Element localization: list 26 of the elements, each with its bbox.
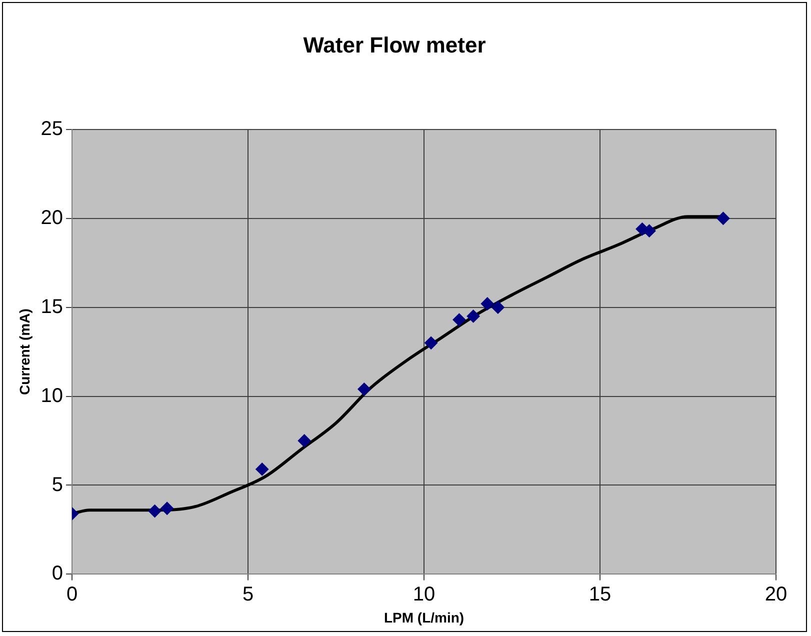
- point: [148, 504, 162, 518]
- x-axis-title: LPM (L/min): [384, 609, 464, 626]
- x-tick-label: 20: [764, 584, 788, 606]
- y-tick-label: 0: [52, 562, 64, 585]
- x-tick-label: 0: [66, 584, 78, 606]
- y-tick-label: 20: [40, 206, 64, 229]
- point: [642, 224, 656, 238]
- y-tick-label: 15: [40, 296, 64, 318]
- point: [298, 434, 311, 448]
- point: [716, 212, 730, 225]
- x-tick-label: 5: [242, 584, 254, 606]
- point: [452, 313, 466, 326]
- x-tick-label: 10: [412, 584, 436, 606]
- point: [480, 297, 494, 310]
- y-tick-label: 25: [40, 118, 64, 140]
- x-tick-label: 15: [588, 584, 612, 606]
- point: [424, 336, 438, 350]
- point: [160, 502, 174, 515]
- y-axis-title: Current (mA): [16, 308, 32, 395]
- point: [358, 382, 371, 396]
- point: [256, 462, 269, 476]
- point: [491, 300, 504, 314]
- chart-title: Water Flow meter: [303, 32, 486, 58]
- y-tick-label: 10: [40, 384, 64, 407]
- y-tick-label: 5: [52, 474, 64, 496]
- point: [466, 310, 480, 323]
